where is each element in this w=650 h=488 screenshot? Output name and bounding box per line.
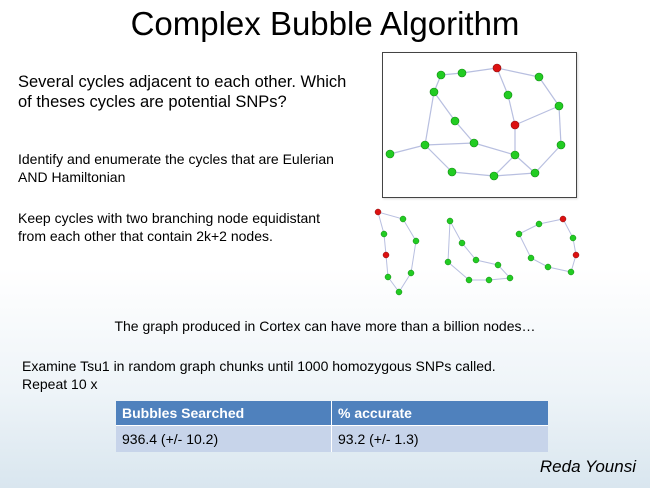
graph-diagram [382,52,577,198]
cell-bubbles-searched: 936.4 (+/- 10.2) [116,425,332,452]
cortex-note: The graph produced in Cortex can have mo… [114,318,536,334]
examine-text: Examine Tsu1 in random graph chunks unti… [22,357,582,393]
branching-text: Keep cycles with two branching node equi… [18,210,320,244]
examine-line: Examine Tsu1 in random graph chunks unti… [22,358,496,374]
slide-title: Complex Bubble Algorithm [130,5,520,42]
header-bubbles-searched: Bubbles Searched [116,401,332,426]
table-row: 936.4 (+/- 10.2) 93.2 (+/- 1.3) [116,425,548,452]
cycles-diagram [368,205,588,300]
cell-percent-accurate: 93.2 (+/- 1.3) [331,425,548,452]
question-text: Several cycles adjacent to each other. W… [18,73,347,111]
author-name: Reda Younsi [539,457,636,476]
eulerian-text: Identify and enumerate the cycles that a… [18,151,334,185]
results-table: Bubbles Searched % accurate 936.4 (+/- 1… [116,401,548,452]
repeat-line: Repeat 10 x [22,376,98,392]
header-percent-accurate: % accurate [331,401,548,426]
table-header-row: Bubbles Searched % accurate [116,401,548,426]
